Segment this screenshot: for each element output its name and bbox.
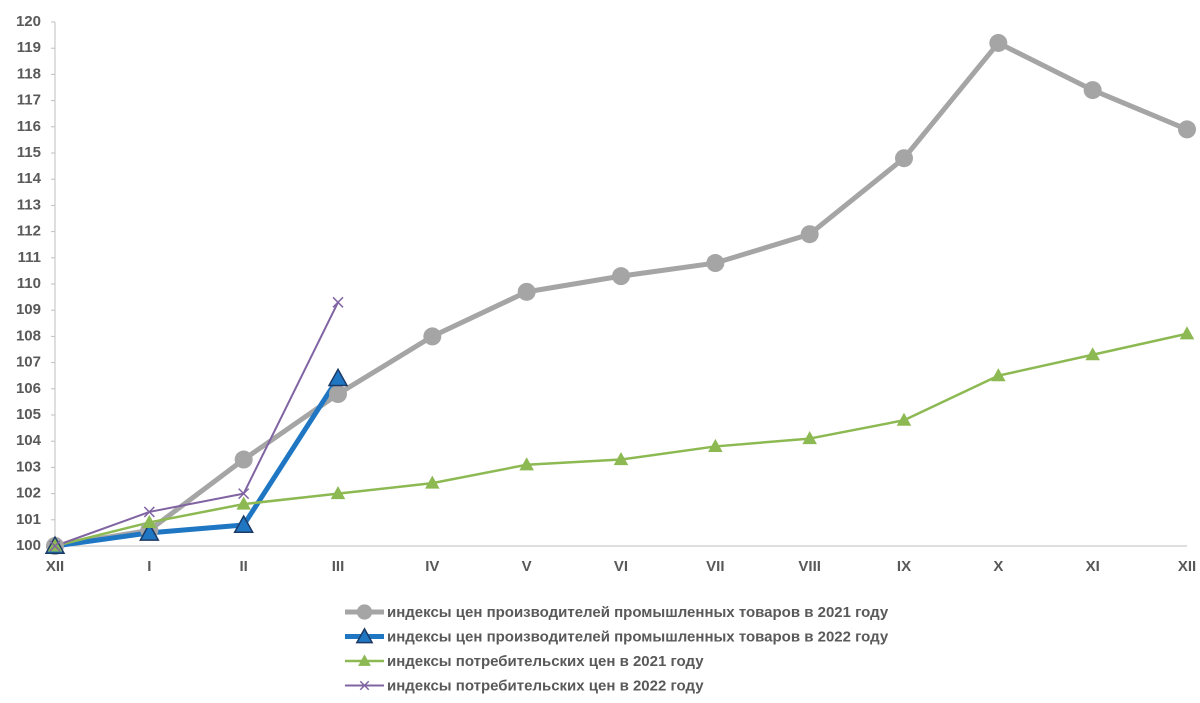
- data-point: [236, 496, 251, 510]
- data-point: [517, 282, 536, 301]
- x-tick-label: IV: [425, 558, 439, 575]
- data-point: [142, 514, 157, 528]
- y-tick-label: 105: [16, 406, 41, 423]
- data-point: [1178, 120, 1196, 139]
- data-point: [143, 506, 155, 518]
- y-tick-label: 109: [16, 301, 41, 318]
- y-tick-label: 106: [16, 380, 41, 397]
- y-tick-label: 111: [18, 249, 41, 266]
- y-tick-label: 101: [16, 511, 41, 528]
- legend-marker: [358, 654, 371, 666]
- series-line: [54, 332, 1188, 548]
- data-point: [1179, 326, 1195, 340]
- y-tick-label: 116: [17, 118, 41, 135]
- y-tick-label: 108: [16, 327, 41, 344]
- x-tick-label: IX: [897, 558, 911, 575]
- data-point: [423, 327, 442, 346]
- x-tick-label: II: [239, 558, 247, 575]
- data-point: [425, 475, 440, 489]
- y-tick-label: 107: [16, 354, 41, 371]
- data-point: [327, 367, 349, 387]
- x-tick-label: I: [147, 558, 151, 575]
- data-point: [706, 254, 725, 273]
- y-tick-label: 119: [17, 39, 41, 56]
- data-point: [1083, 81, 1102, 100]
- x-tick-label: VI: [614, 558, 628, 575]
- data-point: [139, 522, 160, 541]
- y-tick-label: 104: [16, 432, 42, 449]
- y-tick-label: 103: [16, 458, 41, 475]
- x-tick-label: XII: [46, 558, 64, 575]
- data-point: [332, 296, 344, 308]
- data-point: [896, 412, 912, 426]
- y-tick-label: 115: [17, 144, 41, 161]
- legend-label: индексы потребительских цен в 2021 году: [387, 653, 704, 670]
- data-point: [612, 267, 630, 286]
- y-tick-label: 113: [17, 196, 41, 213]
- legend-marker: [355, 627, 374, 644]
- y-tick-label: 120: [16, 13, 41, 30]
- x-tick-label: V: [522, 558, 532, 575]
- data-point: [989, 33, 1008, 52]
- legend-marker: [359, 680, 370, 691]
- y-tick-label: 110: [17, 275, 41, 292]
- series-line: [54, 376, 341, 549]
- y-tick-label: 112: [17, 223, 41, 240]
- data-point: [613, 451, 629, 466]
- data-point: [800, 225, 819, 244]
- series-line: [54, 40, 1188, 549]
- legend-marker: [356, 604, 373, 620]
- y-tick-label: 114: [17, 170, 42, 187]
- x-tick-label: XII: [1178, 558, 1196, 575]
- legend-label: индексы потребительских цен в 2022 году: [387, 677, 704, 694]
- series-line: [54, 301, 339, 547]
- y-tick-label: 102: [16, 485, 41, 502]
- data-point: [1085, 347, 1100, 361]
- data-point: [991, 368, 1006, 382]
- x-tick-label: VII: [706, 558, 724, 575]
- data-point: [233, 514, 254, 533]
- data-point: [519, 457, 534, 471]
- y-tick-label: 100: [16, 537, 41, 554]
- y-tick-label: 117: [17, 92, 41, 109]
- legend-label: индексы цен производителей промышленных …: [387, 628, 889, 645]
- x-tick-label: XI: [1086, 558, 1100, 575]
- legend-label: индексы цен производителей промышленных …: [387, 604, 889, 621]
- data-point: [330, 486, 346, 500]
- data-point: [895, 149, 913, 168]
- x-tick-label: VIII: [798, 558, 821, 575]
- data-point: [708, 438, 723, 452]
- x-tick-label: X: [993, 558, 1003, 575]
- data-point: [234, 450, 253, 469]
- x-tick-label: III: [332, 558, 345, 575]
- data-point: [49, 540, 61, 552]
- y-tick-label: 118: [17, 65, 41, 82]
- data-point: [802, 431, 817, 445]
- data-point: [329, 385, 347, 404]
- data-point: [238, 488, 250, 500]
